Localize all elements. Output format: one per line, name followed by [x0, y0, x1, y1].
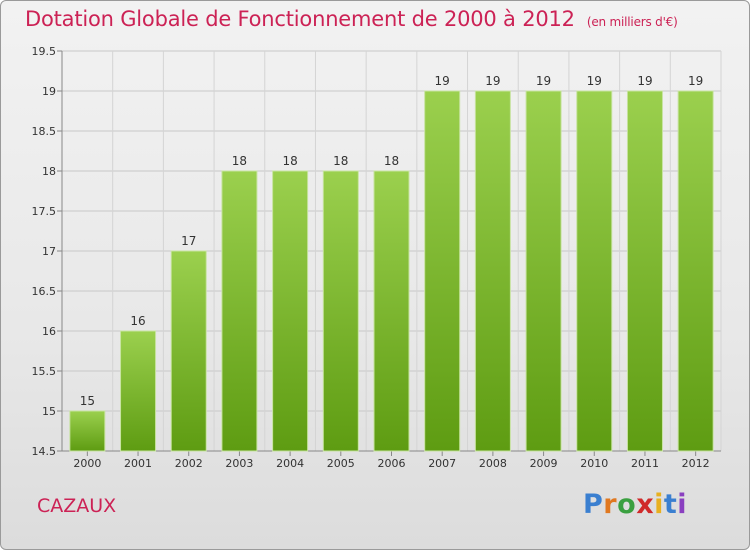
data-labels: 15 16 17 18 18 18 18 19 19 19 19 19 19	[80, 74, 704, 408]
bar-value-label: 18	[232, 154, 247, 168]
y-tick-label: 14.5	[32, 445, 57, 458]
chart-title-text: Dotation Globale de Fonctionnement de 20…	[25, 7, 575, 31]
bar	[525, 90, 562, 452]
bar	[322, 170, 359, 452]
x-tick-label: 2002	[175, 457, 203, 470]
bar-value-label: 19	[587, 74, 602, 88]
x-tick-label: 2000	[73, 457, 101, 470]
y-tick-label: 18.5	[32, 125, 57, 138]
y-tick-label: 16.5	[32, 285, 57, 298]
bar-value-label: 16	[130, 314, 145, 328]
y-tick-label: 16	[42, 325, 56, 338]
x-tick-labels: 2000 2001 2002 2003 2004 2005 2006 2007 2008 2009…	[73, 457, 709, 470]
y-tick-label: 19	[42, 85, 56, 98]
bar	[69, 410, 106, 452]
bar	[272, 170, 309, 452]
x-tick-label: 2005	[327, 457, 355, 470]
bar	[120, 330, 157, 452]
bar-value-label: 17	[181, 234, 196, 248]
bar-value-label: 19	[485, 74, 500, 88]
bar	[474, 90, 511, 452]
bar-value-label: 19	[435, 74, 450, 88]
commune-name: CAZAUX	[37, 495, 117, 517]
bar-value-label: 18	[333, 154, 348, 168]
bar-value-label: 19	[637, 74, 652, 88]
x-tick-label: 2012	[682, 457, 710, 470]
x-tick-label: 2004	[276, 457, 304, 470]
x-tick-label: 2007	[428, 457, 456, 470]
y-tick-label: 15.5	[32, 365, 57, 378]
y-tick-label: 15	[42, 405, 56, 418]
bar	[677, 90, 714, 452]
chart-title: Dotation Globale de Fonctionnement de 20…	[25, 7, 678, 31]
proxiti-logo[interactable]: Proxiti	[583, 489, 688, 520]
y-tick-label: 18	[42, 165, 56, 178]
y-tick-label: 19.5	[32, 45, 57, 58]
x-tick-label: 2003	[225, 457, 253, 470]
x-tick-label: 2011	[631, 457, 659, 470]
x-tick-label: 2006	[378, 457, 406, 470]
chart-subtitle: (en milliers d'€)	[586, 15, 678, 29]
bar-value-label: 15	[80, 394, 95, 408]
x-tick-label: 2009	[530, 457, 558, 470]
y-tick-label: 17.5	[32, 205, 57, 218]
bar-value-label: 19	[688, 74, 703, 88]
bar	[373, 170, 410, 452]
bar-value-label: 18	[384, 154, 399, 168]
x-tick-label: 2008	[479, 457, 507, 470]
x-tick-label: 2001	[124, 457, 152, 470]
bar	[424, 90, 461, 452]
bar-value-label: 19	[536, 74, 551, 88]
bar-value-label: 18	[282, 154, 297, 168]
bars	[69, 90, 714, 452]
bar	[170, 250, 207, 452]
bar	[626, 90, 663, 452]
x-tick-label: 2010	[580, 457, 608, 470]
y-tick-label: 17	[42, 245, 56, 258]
y-tick-labels: 14.5 15 15.5 16 16.5 17 17.5 18 18.5 19 19.5	[32, 45, 57, 458]
bar	[221, 170, 258, 452]
bar	[576, 90, 613, 452]
